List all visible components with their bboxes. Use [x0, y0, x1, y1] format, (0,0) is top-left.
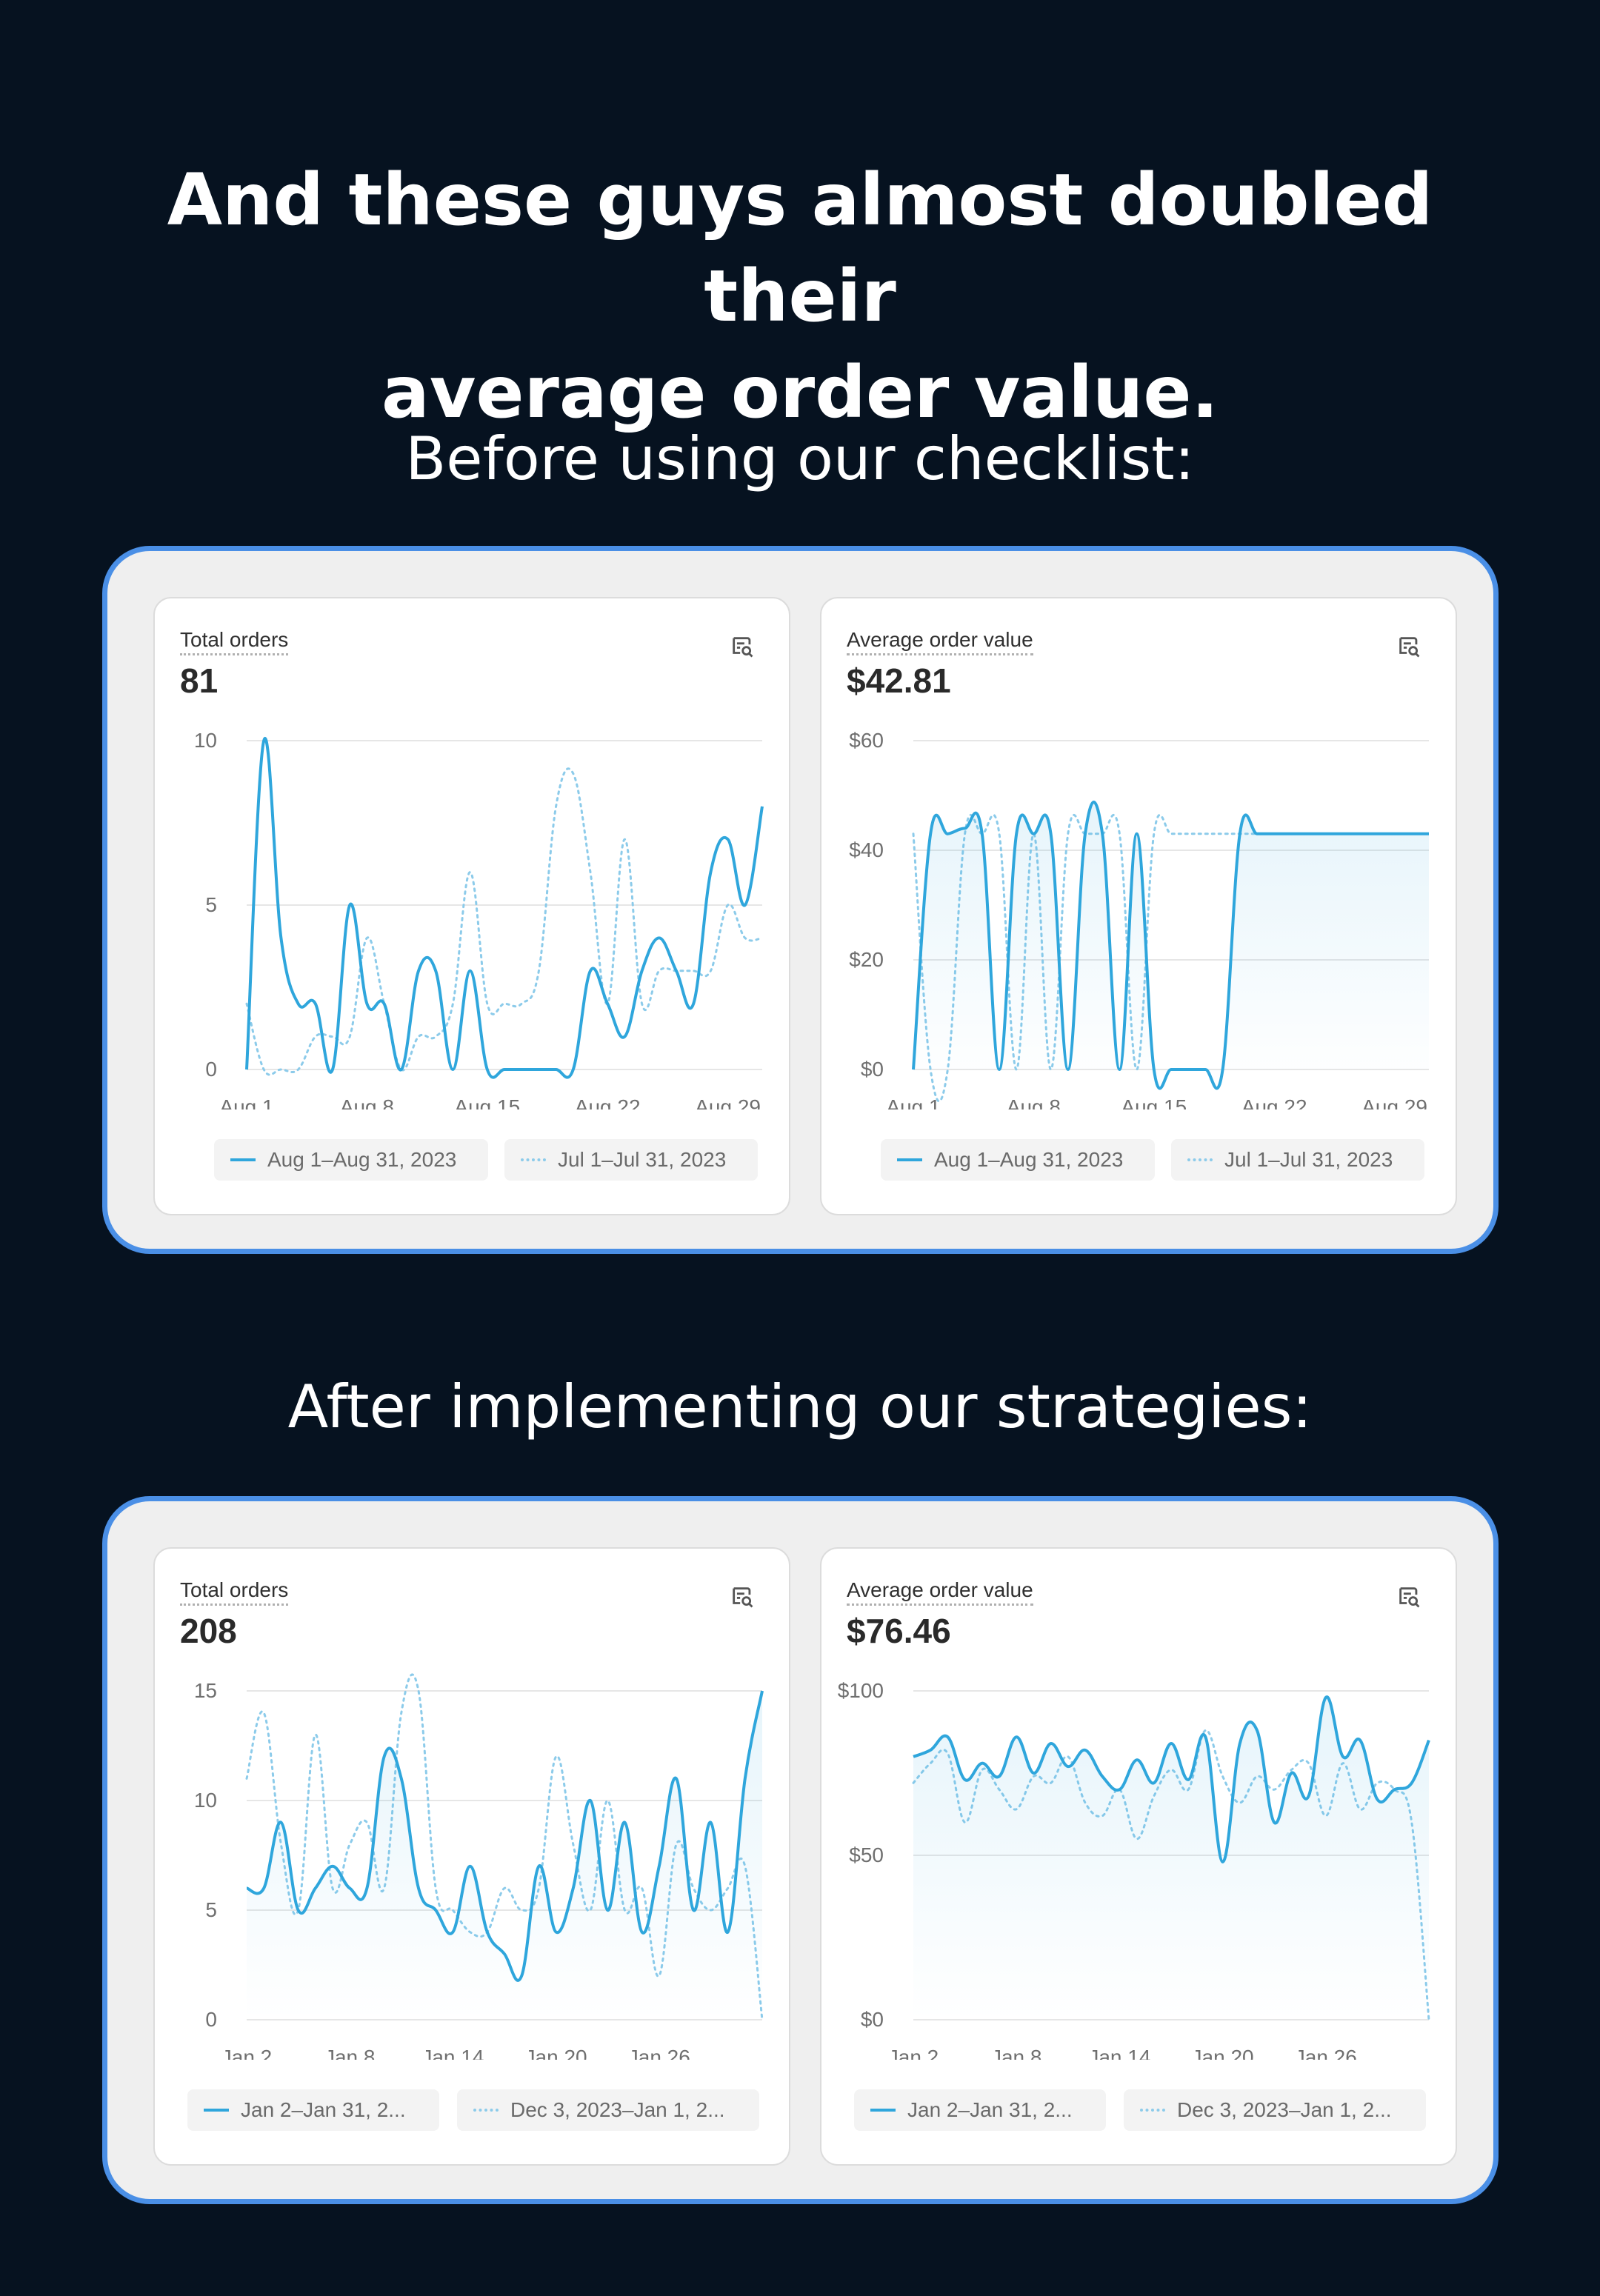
x-tick-label: Jan 8 [991, 2046, 1042, 2060]
legend-current[interactable]: Aug 1–Aug 31, 2023 [881, 1139, 1155, 1181]
y-tick-label: 10 [194, 1789, 217, 1812]
x-tick-label: Jan 2 [888, 2046, 939, 2060]
y-tick-label: 15 [194, 1679, 217, 1702]
x-tick-label: Aug 29 [695, 1095, 761, 1109]
x-tick-label: Jan 20 [525, 2046, 587, 2060]
legend-previous[interactable]: Jul 1–Jul 31, 2023 [1171, 1139, 1424, 1181]
card-aov-before: Average order value $42.81 $0 $20 $40 $60 Au… [820, 597, 1457, 1215]
legend-swatch-current [870, 2109, 896, 2112]
y-tick-label: 0 [205, 2008, 217, 2031]
y-tick-label: 5 [205, 1898, 217, 1921]
series-line-current [913, 1695, 1430, 1863]
section-label-after: After implementing our strategies: [287, 1372, 1313, 1441]
legend-label: Jan 2–Jan 31, 2... [241, 2098, 406, 2121]
card-value: $76.46 [847, 1612, 951, 1650]
panel-after: Total orders 208 0 5 10 15 Jan 2 Jan 8 Jan 14 J… [102, 1496, 1499, 2204]
x-tick-label: Aug 1 [886, 1095, 940, 1109]
headline-line-1: And these guys almost doubled their [167, 158, 1433, 338]
legend-label: Aug 1–Aug 31, 2023 [267, 1148, 457, 1171]
series-line-current [245, 737, 764, 1079]
y-tick-label: 10 [194, 729, 217, 752]
legend-label: Jul 1–Jul 31, 2023 [1224, 1148, 1393, 1171]
y-tick-label: $40 [849, 838, 884, 861]
x-tick-label: Aug 8 [1007, 1095, 1061, 1109]
legend-previous[interactable]: Dec 3, 2023–Jan 1, 2... [457, 2089, 759, 2131]
y-tick-label: 0 [205, 1058, 217, 1081]
chart-search-icon[interactable] [1396, 634, 1421, 659]
card-title[interactable]: Average order value [847, 1578, 1033, 1606]
legend-label: Jul 1–Jul 31, 2023 [558, 1148, 727, 1171]
headline-line-2: average order value. [381, 351, 1219, 434]
y-tick-label: $60 [849, 729, 884, 752]
y-tick-label: $20 [849, 948, 884, 971]
x-tick-label: Aug 22 [575, 1095, 641, 1109]
y-tick-label: $100 [838, 1679, 884, 1702]
total-orders-chart-after: 0 5 10 15 Jan 2 Jan 8 Jan 14 Jan 20 Jan 26 [194, 1673, 764, 2060]
legend-label: Dec 3, 2023–Jan 1, 2... [1177, 2098, 1392, 2121]
card-total-orders-before: Total orders 81 0 5 10 Aug 1 Aug 8 Aug 15 Aug … [153, 597, 790, 1215]
card-aov-after: Average order value $76.46 $0 $50 $100 Jan … [820, 1547, 1457, 2166]
legend-current[interactable]: Jan 2–Jan 31, 2... [854, 2089, 1106, 2131]
legend-label: Dec 3, 2023–Jan 1, 2... [510, 2098, 725, 2121]
chart-search-icon[interactable] [730, 1584, 755, 1609]
legend-swatch-previous [1140, 2109, 1165, 2112]
x-tick-label: Jan 14 [1088, 2046, 1150, 2060]
legend-swatch-previous [1187, 1158, 1213, 1161]
x-tick-label: Jan 8 [324, 2046, 376, 2060]
x-tick-label: Aug 22 [1241, 1095, 1307, 1109]
card-title[interactable]: Total orders [180, 628, 289, 655]
total-orders-chart-before: 0 5 10 Aug 1 Aug 8 Aug 15 Aug 22 Aug 29 [194, 729, 764, 1109]
x-tick-label: Aug 1 [219, 1095, 273, 1109]
legend-swatch-current [897, 1158, 922, 1161]
legend-swatch-current [230, 1158, 256, 1161]
aov-chart-before: $0 $20 $40 $60 Aug 1 Aug 8 Aug 15 Aug 22 Aug 29 [849, 729, 1430, 1109]
y-tick-label: 5 [205, 893, 217, 916]
section-label-before: Before using our checklist: [405, 424, 1195, 493]
y-tick-label: $50 [849, 1843, 884, 1866]
series-line-previous [245, 767, 764, 1076]
x-tick-label: Jan 14 [421, 2046, 484, 2060]
card-title[interactable]: Average order value [847, 628, 1033, 655]
x-tick-label: Aug 8 [340, 1095, 394, 1109]
panel-before: Total orders 81 0 5 10 Aug 1 Aug 8 Aug 15 Aug … [102, 546, 1499, 1254]
legend-label: Jan 2–Jan 31, 2... [907, 2098, 1073, 2121]
aov-chart-after: $0 $50 $100 Jan 2 Jan 8 Jan 14 Jan 20 Jan 26 [838, 1679, 1430, 2060]
card-value: $42.81 [847, 661, 951, 700]
y-tick-label: $0 [861, 1058, 884, 1081]
series-line-current [246, 1690, 764, 1982]
chart-search-icon[interactable] [730, 634, 755, 659]
series-area-current [913, 801, 1429, 1089]
legend-label: Aug 1–Aug 31, 2023 [934, 1148, 1124, 1171]
y-tick-label: $0 [861, 2008, 884, 2031]
series-line-current [912, 800, 1429, 1090]
series-area-current [913, 1697, 1429, 2020]
x-tick-label: Jan 2 [221, 2046, 273, 2060]
legend-previous[interactable]: Dec 3, 2023–Jan 1, 2... [1124, 2089, 1426, 2131]
x-tick-label: Aug 15 [1121, 1095, 1187, 1109]
card-value: 208 [180, 1612, 237, 1650]
legend-swatch-current [204, 2109, 229, 2112]
x-tick-label: Jan 20 [1192, 2046, 1254, 2060]
card-title[interactable]: Total orders [180, 1578, 289, 1606]
x-tick-label: Aug 15 [454, 1095, 520, 1109]
legend-swatch-previous [473, 2109, 499, 2112]
legend-current[interactable]: Jan 2–Jan 31, 2... [187, 2089, 439, 2131]
x-tick-label: Aug 29 [1361, 1095, 1427, 1109]
series-area-current [247, 1691, 762, 2020]
chart-search-icon[interactable] [1396, 1584, 1421, 1609]
card-value: 81 [180, 661, 219, 700]
x-tick-label: Jan 26 [1295, 2046, 1357, 2060]
legend-swatch-previous [521, 1158, 546, 1161]
card-total-orders-after: Total orders 208 0 5 10 15 Jan 2 Jan 8 Jan 14 J… [153, 1547, 790, 2166]
x-tick-label: Jan 26 [628, 2046, 690, 2060]
legend-current[interactable]: Aug 1–Aug 31, 2023 [214, 1139, 488, 1181]
headline: And these guys almost doubled their aver… [133, 152, 1467, 441]
legend-previous[interactable]: Jul 1–Jul 31, 2023 [504, 1139, 758, 1181]
